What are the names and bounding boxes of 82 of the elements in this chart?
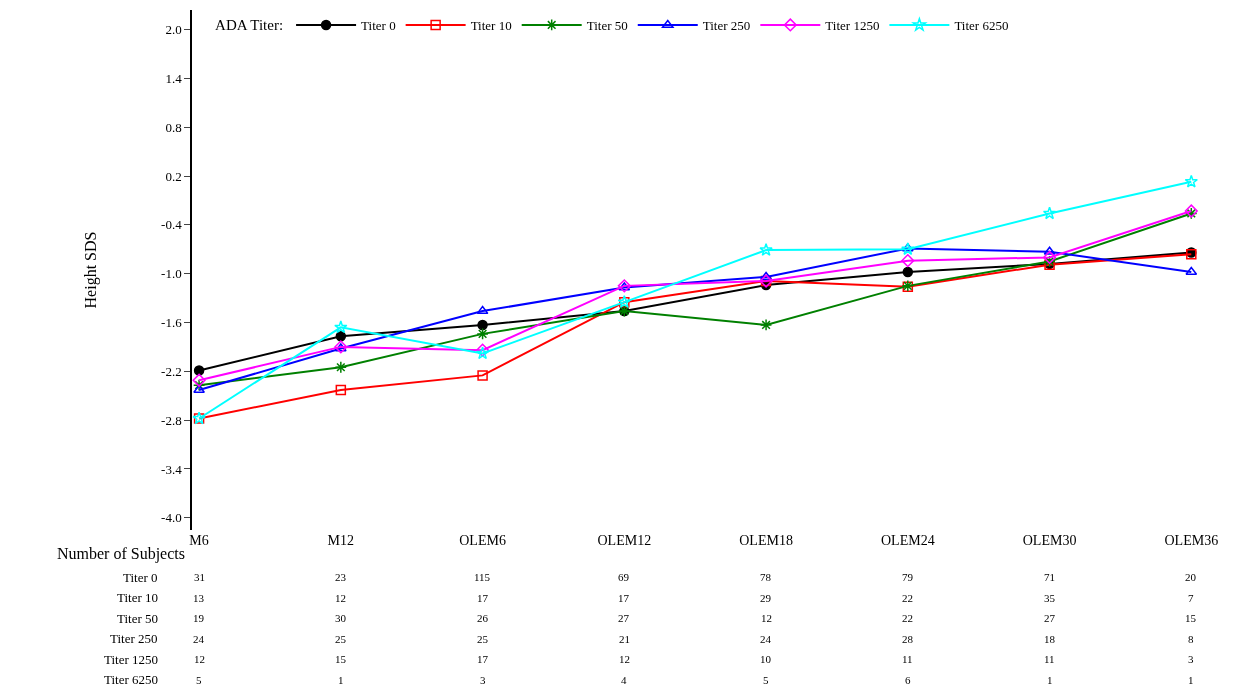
text: 10 [760,653,772,665]
text: 1 [338,674,344,686]
x-tick-label: OLEM36 [1164,533,1219,548]
text: 22 [902,612,913,624]
y-tick-label: -1.6 [161,315,183,331]
x-tick-label: OLEM18 [739,533,793,548]
text: 13 [193,592,205,604]
text: Titer 50 [117,611,159,626]
y-tick-label: 1.4 [165,70,183,86]
text: 15 [335,653,347,665]
text: 11 [1044,653,1055,665]
text: 17 [618,592,630,604]
text: 3 [1188,653,1194,665]
y-tick-label: -4.0 [161,510,182,526]
y-tick-label: 0.8 [165,119,182,135]
text: 79 [902,571,914,583]
text: Number of Subjects [57,545,185,563]
y-tick-label: -2.2 [161,363,182,379]
text: 27 [1044,612,1056,624]
text: Titer 250 [110,631,158,646]
x-tick-label: OLEM30 [1022,533,1077,548]
x-tick-label: M6 [189,533,209,548]
text: 4 [621,674,627,686]
text: 31 [194,571,205,583]
legend-title: ADA Titer: [215,16,284,33]
y-tick-label: -0.4 [161,217,183,233]
text: 23 [335,571,347,583]
y-tick-label: -3.4 [161,461,183,477]
legend-label: Titer 250 [702,18,751,34]
x-tick-label: OLEM6 [459,533,506,548]
text: 5 [196,674,202,686]
text: 18 [1044,633,1056,645]
text: 15 [1185,612,1197,624]
text: 35 [1044,592,1056,604]
text: 17 [477,653,489,665]
text: 3 [480,674,486,686]
text: Titer 6250 [104,672,159,687]
text: 24 [760,633,772,645]
text: 7 [1188,592,1194,604]
text: 12 [194,653,205,665]
text: 20 [1185,571,1197,583]
text: 71 [1044,571,1055,583]
legend-label: Titer 1250 [825,18,880,34]
text: 78 [760,571,772,583]
text: 12 [619,653,630,665]
text: 22 [902,592,913,604]
x-tick-label: OLEM24 [880,533,935,548]
text: Titer 1250 [104,652,159,667]
legend-label: Titer 10 [470,18,512,34]
text: 29 [760,592,772,604]
text: 25 [477,633,489,645]
y-tick-label: -1.0 [161,266,182,282]
y-tick-label: 2.0 [165,22,182,38]
legend-label: Titer 6250 [954,18,1009,34]
text: 27 [618,612,630,624]
text: 24 [193,633,205,645]
text: 69 [618,571,630,583]
text: 19 [193,612,205,624]
text: 115 [474,571,491,583]
text: 17 [477,592,489,604]
text: 5 [763,674,769,686]
text: 12 [761,612,772,624]
x-tick-label: OLEM12 [597,533,652,548]
text: 28 [902,633,914,645]
text: Titer 10 [117,590,159,605]
text: Titer 0 [123,570,158,585]
y-tick-label: -2.8 [161,412,182,428]
legend-label: Titer 50 [586,18,628,34]
y-tick-label: 0.2 [165,168,182,184]
text: 21 [619,633,630,645]
x-tick-label: M12 [327,533,355,548]
text: 6 [905,674,911,686]
text: 26 [477,612,489,624]
text: 12 [335,592,346,604]
text: 1 [1188,674,1194,686]
text: 30 [335,612,347,624]
text: 11 [902,653,913,665]
text: 8 [1188,633,1194,645]
y-axis-title: Height SDS [82,231,101,309]
text: 1 [1047,674,1053,686]
legend-label: Titer 0 [361,18,396,34]
text: 25 [335,633,347,645]
